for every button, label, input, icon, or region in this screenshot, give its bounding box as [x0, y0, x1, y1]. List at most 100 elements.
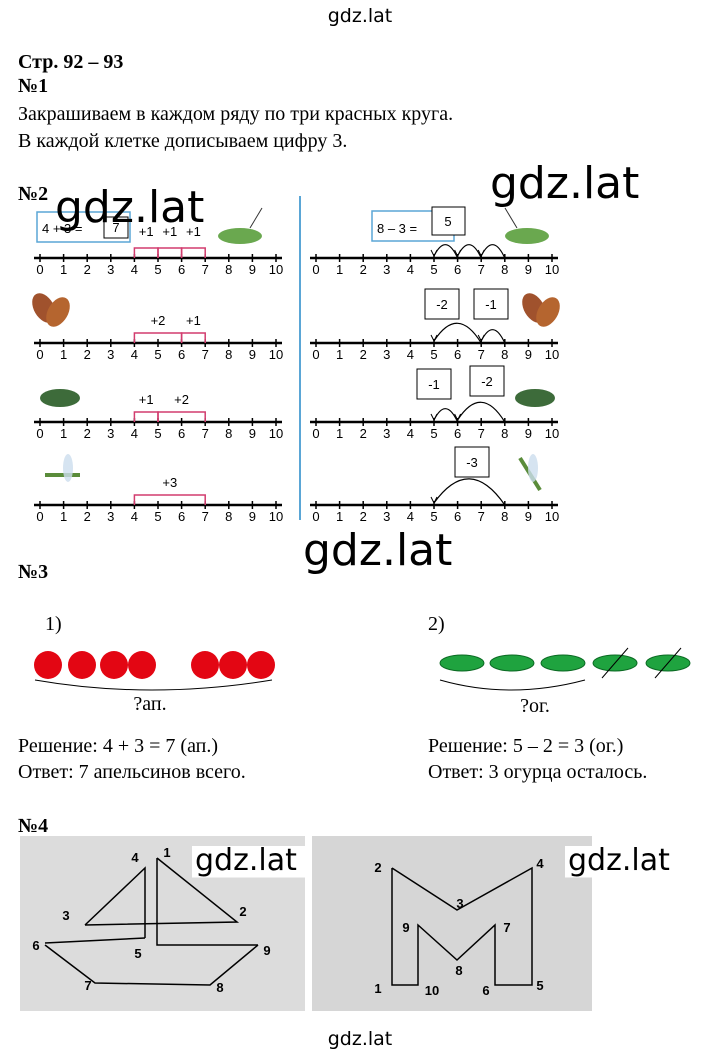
tick-label: 6	[178, 426, 185, 441]
arrow-head	[430, 496, 438, 505]
arrow-head	[477, 334, 485, 343]
tick-label: 10	[545, 509, 559, 524]
tick-label: 4	[407, 262, 414, 277]
solution: Решение: 4 + 3 = 7 (ап.)	[18, 735, 218, 757]
butterfly	[32, 293, 70, 327]
dragonfly	[45, 454, 80, 482]
tick-label: 8	[501, 426, 508, 441]
jump-arc	[433, 478, 506, 506]
tick-label: 4	[407, 426, 414, 441]
equation: 4 + 3 =	[42, 221, 82, 236]
tick-label: 3	[383, 426, 390, 441]
tick-label: 3	[383, 262, 390, 277]
point-label: 1	[163, 845, 170, 860]
step-label: -1	[485, 297, 497, 312]
tick-label: 1	[60, 426, 67, 441]
tick-label: 1	[60, 509, 67, 524]
tick-label: 10	[545, 262, 559, 277]
point-label: 4	[131, 850, 139, 865]
arrow-head	[477, 249, 485, 258]
point-label: 1	[374, 981, 381, 996]
tick-label: 6	[454, 426, 461, 441]
tick-label: 10	[269, 347, 283, 362]
tick-label: 2	[84, 509, 91, 524]
jump-arc	[133, 247, 159, 258]
step-box	[416, 368, 452, 400]
tick-label: 2	[360, 509, 367, 524]
tick-label: 1	[336, 262, 343, 277]
tick-label: 10	[269, 509, 283, 524]
point-label: 3	[456, 896, 463, 911]
step-label: -2	[481, 374, 493, 389]
butterfly	[522, 293, 560, 327]
point-label: 6	[32, 938, 39, 953]
answer-text: Ответ: 7 апельсинов всего.	[18, 761, 246, 783]
point-label: 9	[263, 943, 270, 958]
tick-label: 5	[154, 426, 161, 441]
tick-label: 8	[501, 509, 508, 524]
jump-arc	[433, 408, 459, 423]
tick-label: 8	[225, 509, 232, 524]
step-box	[424, 288, 460, 320]
tick-label: 8	[501, 262, 508, 277]
tick-label: 2	[84, 347, 91, 362]
tick-label: 9	[525, 347, 532, 362]
jump-arc	[457, 244, 482, 259]
watermark: gdz.lat	[303, 525, 452, 576]
jump-arc	[133, 411, 159, 422]
task-number: №1	[18, 75, 48, 97]
arrow-head	[454, 413, 462, 422]
tick-label: 0	[36, 262, 43, 277]
grasshopper	[504, 207, 549, 244]
tick-label: 7	[478, 509, 485, 524]
point-label: 7	[84, 978, 91, 993]
tick-label: 3	[107, 426, 114, 441]
tick-label: 3	[107, 262, 114, 277]
tick-label: 7	[202, 426, 209, 441]
step-label: +1	[139, 392, 154, 407]
watermark-bg	[192, 846, 306, 878]
point-label: 9	[402, 920, 409, 935]
jump-arc	[480, 244, 506, 259]
tick-label: 2	[360, 426, 367, 441]
task-number: №2	[18, 183, 48, 205]
tick-label: 6	[454, 347, 461, 362]
tick-label: 9	[525, 262, 532, 277]
watermark: gdz.lat	[328, 1028, 393, 1050]
equation-box	[36, 211, 131, 243]
tick-label: 6	[178, 509, 185, 524]
tick-label: 0	[312, 262, 319, 277]
jump-arc	[457, 401, 506, 423]
tick-label: 5	[154, 509, 161, 524]
step-label: -3	[466, 455, 478, 470]
step-label: +1	[162, 224, 177, 239]
tick-label: 7	[202, 262, 209, 277]
point-label: 2	[239, 904, 246, 919]
oranges	[34, 651, 275, 679]
tick-label: 8	[225, 347, 232, 362]
tick-label: 5	[154, 262, 161, 277]
arrow-head	[430, 413, 438, 422]
tick-label: 7	[478, 262, 485, 277]
arrow-head	[430, 334, 438, 343]
step-label: +1	[139, 224, 154, 239]
point-label: 10	[425, 983, 439, 998]
watermark: gdz.lat	[568, 843, 670, 878]
tick-label: 2	[84, 426, 91, 441]
tick-label: 4	[407, 509, 414, 524]
tick-label: 1	[336, 347, 343, 362]
tick-label: 4	[131, 426, 138, 441]
tick-label: 0	[312, 509, 319, 524]
step-label: -2	[436, 297, 448, 312]
step-box	[469, 365, 505, 397]
tick-label: 1	[60, 347, 67, 362]
tick-label: 5	[430, 426, 437, 441]
jump-arc	[133, 494, 206, 505]
tick-label: 10	[269, 262, 283, 277]
text-line: Закрашиваем в каждом ряду по три красных…	[18, 103, 453, 125]
tick-label: 5	[430, 262, 437, 277]
tick-label: 0	[312, 347, 319, 362]
jump-arc	[157, 411, 206, 422]
step-box	[454, 446, 490, 478]
tick-label: 3	[107, 509, 114, 524]
